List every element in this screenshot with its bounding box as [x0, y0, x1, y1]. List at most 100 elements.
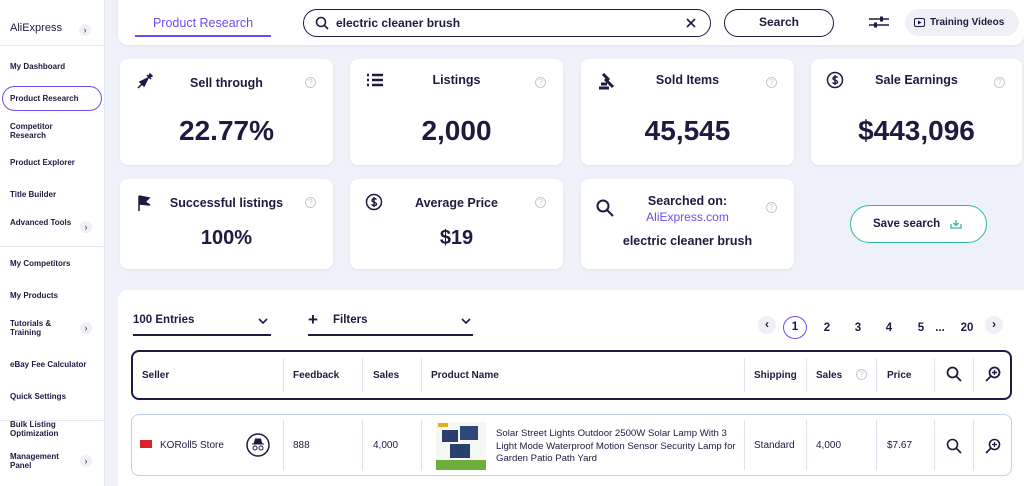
search-box[interactable]: electric cleaner brush: [303, 9, 711, 37]
column-header: Shipping: [754, 370, 797, 381]
page-link[interactable]: ...: [935, 322, 945, 334]
help-icon[interactable]: ?: [766, 202, 777, 213]
stat-card: Sale Earnings $443,096?: [811, 59, 1022, 165]
help-icon[interactable]: ?: [535, 77, 546, 88]
nav-item[interactable]: Tutorials & Training: [10, 319, 52, 337]
column-header: Sales: [816, 370, 843, 381]
page-link[interactable]: 3: [854, 322, 862, 334]
help-icon[interactable]: ?: [766, 77, 777, 88]
column-header: Price: [887, 370, 912, 381]
table-panel: 100 Entries + Filters: [118, 290, 1024, 486]
stat-value: 45,545: [644, 115, 731, 146]
clear-icon[interactable]: [686, 18, 696, 28]
page-link[interactable]: 20: [960, 322, 974, 334]
chevron[interactable]: ›: [80, 322, 92, 334]
stat-label: Successful listings: [169, 196, 284, 210]
stat-label: Sale Earnings: [875, 73, 958, 87]
filter-settings-icon[interactable]: [869, 15, 889, 29]
nav-item[interactable]: Title Builder: [10, 190, 57, 199]
nav-item[interactable]: Quick Settings: [10, 392, 67, 401]
nav-item[interactable]: Advanced Tools: [10, 218, 72, 227]
column-separator: [421, 420, 422, 470]
nav-item[interactable]: My Products: [10, 291, 59, 300]
search-icon: [596, 199, 614, 217]
spy-icon[interactable]: [246, 433, 270, 457]
stat-card: Sell through 22.77%?: [120, 59, 333, 165]
cell: KORoll5 Store: [160, 440, 224, 451]
zoom-row-icon[interactable]: [985, 438, 1001, 454]
stat-card: Listings 2,000?: [350, 59, 563, 165]
stat-card: Average Price $19?: [350, 179, 563, 269]
stat-label: Listings: [432, 73, 481, 87]
cell: Standard: [754, 440, 795, 451]
nav-item[interactable]: Bulk Listing Optimization: [10, 420, 59, 438]
divider: [0, 246, 105, 247]
cell: Solar Street Lights Outdoor 2500W Solar …: [496, 428, 736, 464]
plus-icon[interactable]: +: [308, 310, 318, 329]
tab-underline: [135, 35, 271, 37]
stat-value: $19: [439, 227, 474, 249]
nav-item[interactable]: Product Explorer: [10, 158, 75, 167]
page-link[interactable]: 1: [783, 316, 807, 339]
next-page[interactable]: ›: [985, 316, 1003, 334]
nav-item[interactable]: eBay Fee Calculator: [10, 360, 87, 369]
column-header: Feedback: [293, 370, 340, 381]
dropdown-icon[interactable]: [258, 318, 268, 325]
search-button[interactable]: Search: [724, 9, 834, 37]
page-link[interactable]: 5: [917, 322, 925, 334]
searched-on-card: Searched on: AliExpress.com electric cle…: [581, 179, 794, 269]
cell: $7.67: [887, 440, 913, 451]
searched-on-site[interactable]: AliExpress.com: [646, 210, 729, 224]
brand: AliExpress: [10, 22, 62, 34]
nav-item[interactable]: My Competitors: [10, 259, 71, 268]
stat-value: 2,000: [421, 115, 492, 146]
help-icon[interactable]: ?: [535, 197, 546, 208]
page-link[interactable]: 2: [823, 322, 831, 334]
stat-value: $443,096: [858, 115, 975, 146]
stat-icon: [367, 73, 383, 87]
divider: [0, 45, 105, 46]
help-icon[interactable]: ?: [994, 77, 1005, 88]
entries-select[interactable]: 100 Entries: [133, 314, 195, 326]
search-col-icon[interactable]: [946, 366, 962, 382]
column-separator: [806, 358, 807, 392]
nav-item[interactable]: My Dashboard: [10, 62, 66, 71]
help-icon[interactable]: ?: [856, 369, 867, 380]
column-separator: [744, 358, 745, 392]
zoom-col-icon[interactable]: [985, 366, 1001, 382]
flag-icon: [140, 440, 152, 448]
column-header: Seller: [142, 370, 170, 381]
training-button[interactable]: Training Videos: [905, 9, 1019, 36]
page-link[interactable]: 4: [885, 322, 893, 334]
nav-item[interactable]: Competitor Research: [10, 122, 53, 140]
search-query: electric cleaner brush: [336, 16, 461, 30]
product-image: [436, 422, 486, 470]
stat-icon: [826, 71, 844, 89]
chevron[interactable]: ›: [80, 221, 92, 233]
stat-label: Sold Items: [655, 73, 720, 87]
stat-icon: [599, 72, 615, 90]
chevron[interactable]: ›: [80, 455, 92, 467]
filters-select[interactable]: Filters: [333, 314, 368, 326]
column-separator: [973, 420, 974, 470]
search-row-icon[interactable]: [946, 438, 962, 454]
tab[interactable]: Product Research: [152, 16, 254, 30]
searched-on-label: Searched on:: [647, 194, 728, 208]
save-search-button[interactable]: Save search: [850, 205, 987, 243]
help-icon[interactable]: ?: [305, 77, 316, 88]
cell: 4,000: [373, 440, 399, 451]
nav-item[interactable]: Management Panel: [10, 452, 59, 470]
table-header: [131, 350, 1012, 400]
nav-item[interactable]: Product Research: [10, 94, 79, 103]
divider: [0, 420, 105, 421]
column-separator: [806, 420, 807, 470]
column-separator: [973, 358, 974, 392]
column-separator: [283, 420, 284, 470]
dropdown-icon[interactable]: [461, 318, 471, 325]
topbar: Product Research electric cleaner brush …: [118, 0, 1024, 45]
column-separator: [421, 358, 422, 392]
help-icon[interactable]: ?: [305, 197, 316, 208]
prev-page[interactable]: ‹: [758, 316, 776, 334]
chevron[interactable]: ›: [79, 24, 91, 36]
